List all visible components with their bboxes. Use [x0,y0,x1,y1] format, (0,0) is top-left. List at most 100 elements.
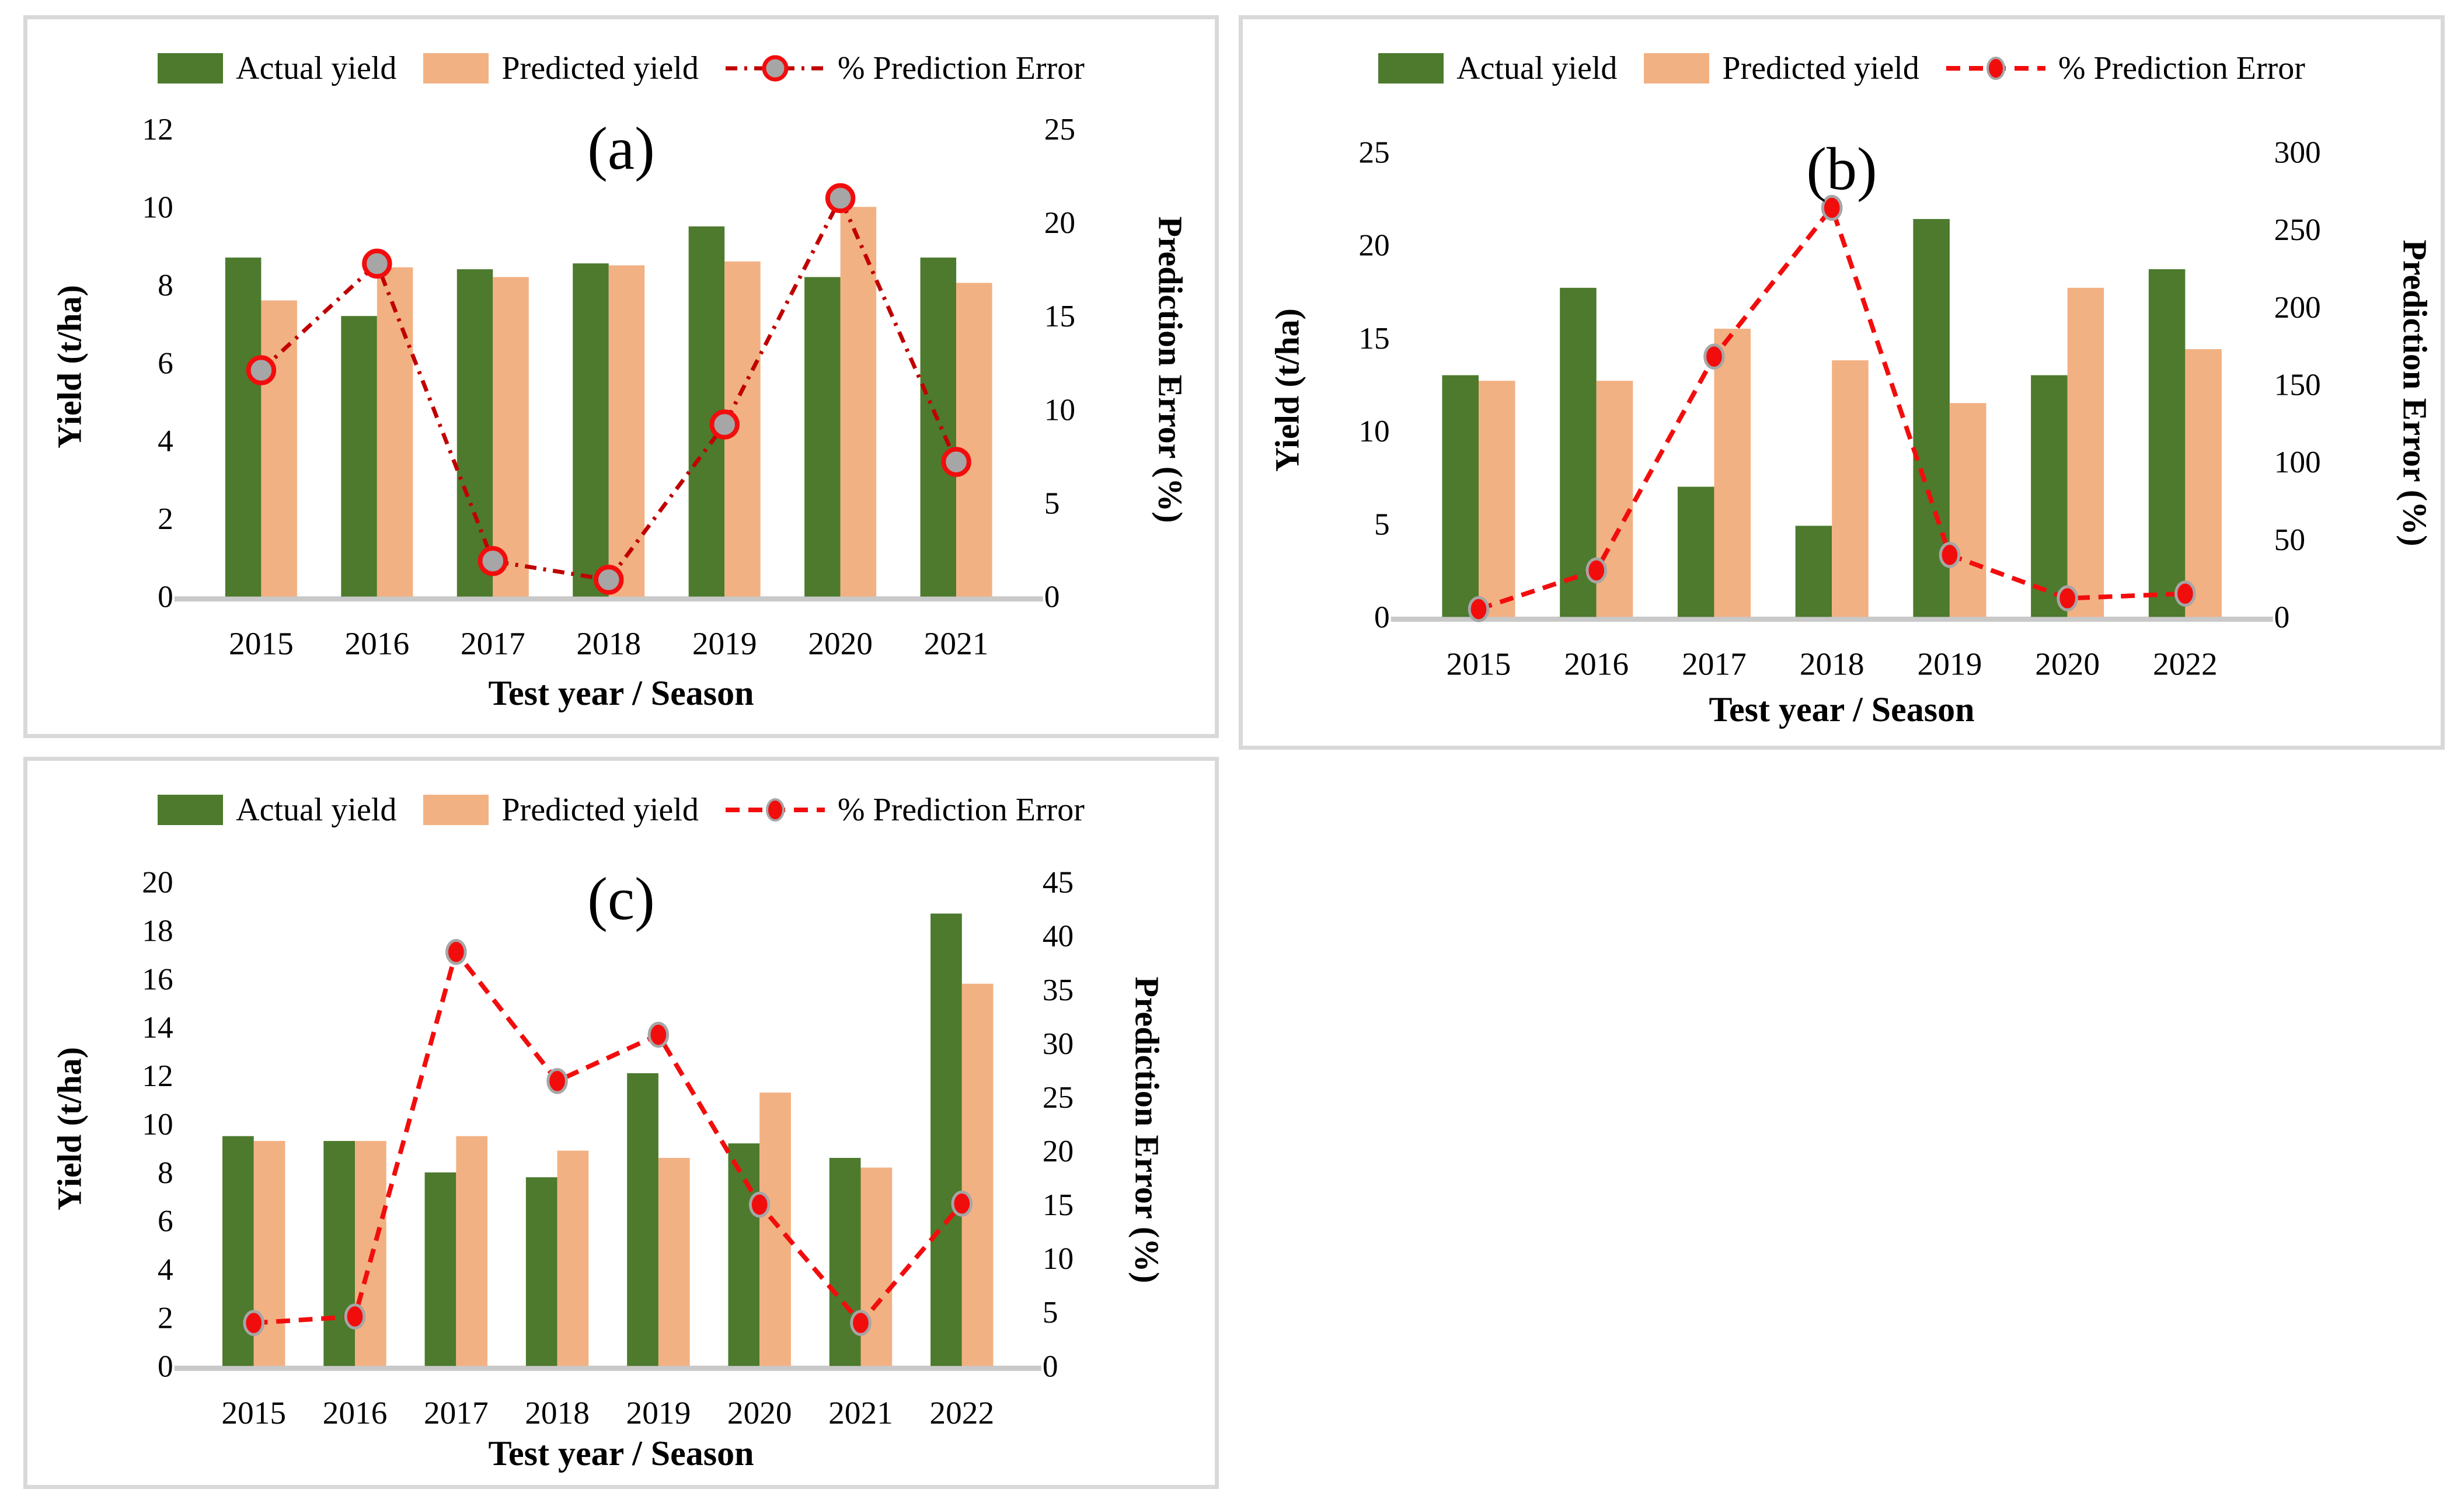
right-axis-tick: 25 [1043,1080,1074,1115]
error-marker [546,1068,568,1094]
chart-panel-a: 0 2 4 6 8 10 12 0 5 10 15 20 25 2015 2016 2017 2018 2019 2… [23,15,1219,738]
predicted-yield-bar [1714,328,1751,617]
legend-label-predicted: Predicted yield [1722,50,1919,86]
error-line-sample [725,794,825,826]
chart-panel-b: 0 5 10 15 20 25 0 50 100 150 200 250 300 2015 2016 2017… [1239,15,2445,750]
right-axis-tick: 40 [1043,919,1074,954]
chart-c-ylabel-right: Prediction Error (%) [1128,976,1166,1283]
error-marker [825,183,856,214]
bars-group [1442,219,2222,617]
error-marker [594,565,624,595]
x-axis-tick: 2017 [461,626,525,662]
actual-yield-bar [225,258,262,597]
x-axis-tick: 2015 [221,1395,286,1431]
right-axis-tick: 50 [2274,522,2305,557]
chart-a-plot: 0 2 4 6 8 10 12 0 5 10 15 20 25 2015 2016 2017 2018 2019 2… [142,112,1075,662]
actual-yield-bar [424,1172,456,1366]
actual-yield-bar [829,1157,861,1366]
legend-item-predicted: Predicted yield [423,791,699,829]
predicted-yield-bar [658,1157,690,1366]
legend-item-error: % Prediction Error [725,791,1085,829]
error-marker [1703,343,1725,370]
error-marker [941,447,971,477]
right-axis-tick: 15 [1043,1187,1074,1222]
legend-item-predicted: Predicted yield [1644,50,1919,87]
chart-c-title: (c) [587,865,655,933]
error-line-sample-svg [1946,57,2045,80]
predicted-yield-bar [860,1167,893,1366]
chart-c-legend: Actual yield Predicted yield % Predictio… [27,791,1215,829]
predicted-yield-bar [2185,349,2222,617]
error-line [253,947,964,1327]
error-line-sample-svg [725,55,825,82]
x-axis-tick: 2016 [344,626,409,662]
chart-b-legend: Actual yield Predicted yield % Predictio… [1243,50,2441,87]
error-marker-sample [762,55,789,82]
predicted-yield-bar [493,277,529,597]
chart-a-legend: Actual yield Predicted yield % Predictio… [27,50,1215,87]
chart-c-ylabel-left: Yield (t/ha) [50,1047,89,1210]
error-line-sample [1946,52,2045,85]
chart-b-xlabel: Test year / Season [1709,690,1975,729]
predicted-yield-bar [377,267,413,597]
right-axis-tick: 0 [1044,579,1060,614]
legend-label-actual: Actual yield [236,792,397,828]
left-axis-tick: 15 [1358,321,1389,356]
predicted-yield-bar [1832,360,1869,617]
left-axis-tick: 8 [158,1155,173,1190]
actual-yield-bar [1677,486,1714,617]
actual-yield-bar [323,1140,356,1366]
legend-item-actual: Actual yield [158,50,396,87]
x-axis-tick: 2015 [1447,646,1511,681]
right-axis-tick: 25 [1044,112,1075,147]
right-axis-tick: 35 [1043,972,1074,1007]
x-axis-tick: 2015 [229,626,294,662]
predicted-yield-bar [961,983,994,1366]
predicted-yield-bar [759,1093,791,1366]
right-axis-tick: 0 [2274,599,2290,634]
legend-item-actual: Actual yield [1378,50,1617,87]
legend-label-actual: Actual yield [236,50,397,86]
actual-yield-bar [627,1073,658,1366]
chart-b-title: (b) [1806,135,1877,203]
predicted-yield-bar [456,1136,488,1366]
left-axis-tick: 12 [142,112,173,147]
left-axis-tick: 20 [1358,228,1389,263]
error-marker [362,248,392,279]
predicted-yield-bar [261,300,297,597]
legend-label-error: % Prediction Error [2058,50,2305,86]
predicted-yield-bar [557,1150,589,1366]
predicted-yield-bar [956,283,992,597]
x-axis-tick: 2022 [929,1395,994,1431]
legend-label-actual: Actual yield [1456,50,1618,86]
error-marker-sample [1986,57,2005,80]
error-marker [2057,585,2078,611]
x-axis-tick: 2019 [692,626,757,662]
chart-a-ylabel-right: Prediction Error (%) [1151,216,1190,523]
error-line-sample [725,52,825,85]
chart-panel-c: 0 2 4 6 8 10 12 14 16 18 20 0 5 10 15 20 25 30 35 40 45 2015 2… [23,757,1219,1489]
actual-yield-bar [1442,375,1479,617]
left-axis-tick: 25 [1358,134,1389,169]
actual-yield-bar [920,258,957,597]
legend-label-error: % Prediction Error [837,792,1085,828]
left-axis-tick: 2 [158,501,173,536]
left-axis-tick: 6 [158,1203,173,1238]
x-axis-tick: 2018 [576,626,641,662]
error-marker [647,1021,670,1048]
actual-yield-bar [930,913,962,1366]
error-marker [951,1190,973,1217]
right-axis-tick: 5 [1044,486,1060,521]
x-axis-tick: 2020 [727,1395,792,1431]
right-axis-tick: 20 [1043,1133,1074,1168]
right-axis-tick: 100 [2274,444,2321,479]
x-axis-tick: 2018 [525,1395,590,1431]
actual-yield-bar [2031,375,2068,617]
actual-yield-swatch [1378,53,1444,84]
x-axis-tick: 2019 [626,1395,691,1431]
x-axis-tick: 2017 [424,1395,489,1431]
x-axis-tick: 2022 [2153,646,2218,681]
bars-group [222,913,994,1366]
left-axis-tick: 8 [158,267,173,302]
right-axis-tick: 30 [1043,1026,1074,1061]
